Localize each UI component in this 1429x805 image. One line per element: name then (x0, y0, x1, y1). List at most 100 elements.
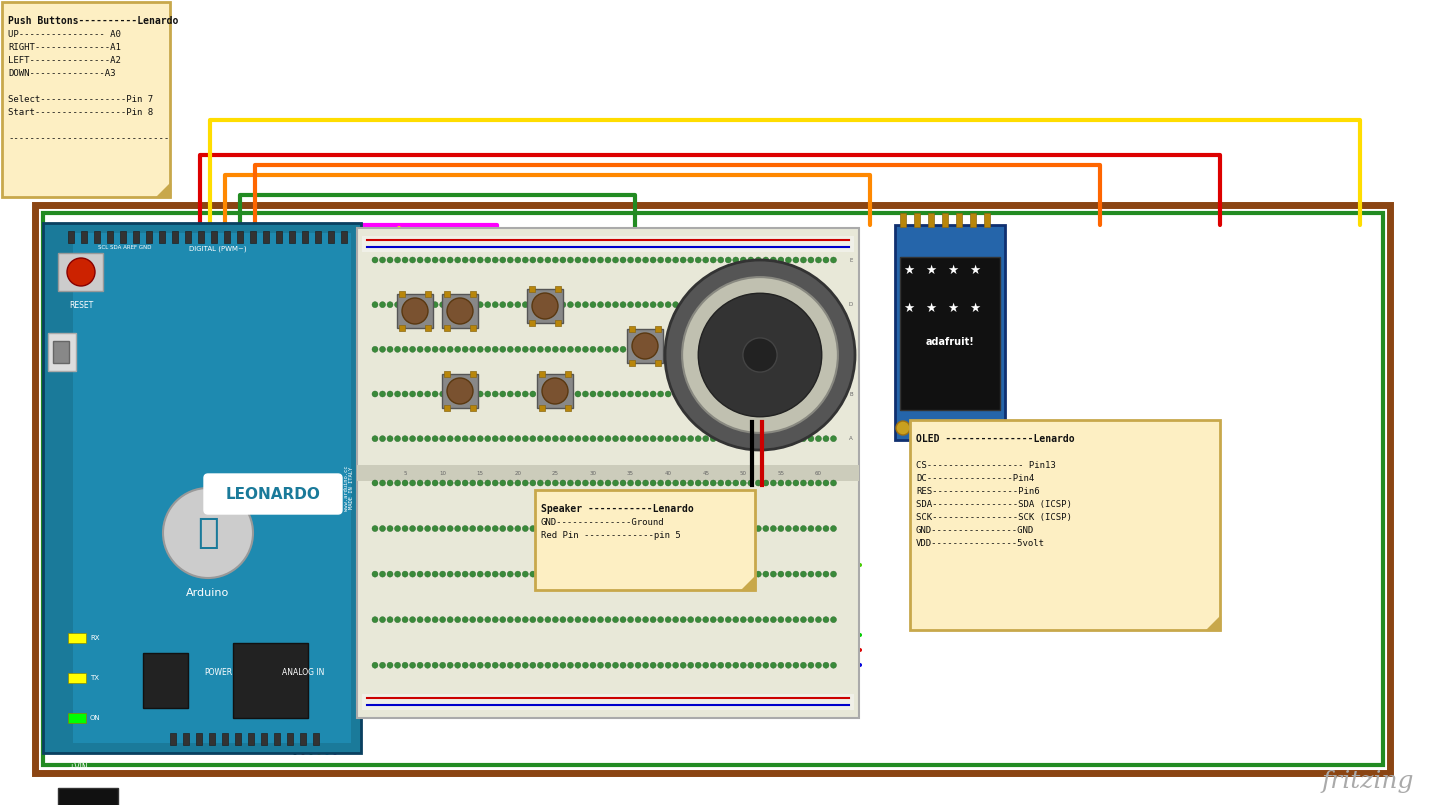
Circle shape (567, 526, 573, 531)
Circle shape (574, 526, 582, 531)
Polygon shape (1206, 616, 1220, 630)
Circle shape (694, 257, 702, 263)
Circle shape (402, 436, 409, 442)
Bar (397, 294, 433, 328)
Circle shape (440, 571, 446, 577)
Circle shape (574, 617, 582, 622)
Circle shape (717, 436, 723, 442)
Circle shape (447, 257, 453, 263)
Circle shape (484, 526, 490, 531)
Circle shape (726, 571, 732, 577)
Circle shape (990, 421, 1005, 435)
Circle shape (740, 480, 746, 486)
Circle shape (424, 436, 430, 442)
Circle shape (507, 663, 513, 668)
Circle shape (574, 346, 582, 353)
Circle shape (537, 346, 543, 353)
Circle shape (523, 480, 529, 486)
Bar (199, 231, 204, 243)
Circle shape (717, 302, 723, 308)
Bar (362, 694, 855, 710)
Circle shape (514, 436, 520, 442)
Circle shape (410, 391, 416, 397)
Circle shape (694, 571, 702, 577)
Circle shape (807, 346, 815, 353)
Circle shape (500, 571, 506, 577)
Circle shape (747, 571, 755, 577)
Circle shape (800, 436, 806, 442)
Circle shape (372, 480, 379, 486)
Circle shape (726, 346, 732, 353)
Circle shape (447, 663, 453, 668)
Circle shape (492, 526, 499, 531)
Circle shape (657, 480, 663, 486)
Circle shape (402, 480, 409, 486)
Circle shape (634, 391, 642, 397)
Circle shape (560, 346, 566, 353)
Bar (470, 371, 476, 377)
Circle shape (492, 346, 499, 353)
Text: Arduino: Arduino (186, 588, 230, 598)
Circle shape (756, 257, 762, 263)
Circle shape (544, 257, 550, 263)
Circle shape (567, 480, 573, 486)
Bar (313, 733, 319, 745)
Circle shape (726, 663, 732, 668)
Circle shape (477, 571, 483, 577)
Circle shape (703, 302, 709, 308)
Circle shape (454, 663, 460, 668)
Circle shape (807, 436, 815, 442)
Circle shape (454, 391, 460, 397)
Circle shape (620, 526, 626, 531)
Bar (146, 231, 151, 243)
Circle shape (740, 436, 746, 442)
Circle shape (590, 346, 596, 353)
Circle shape (604, 663, 612, 668)
Circle shape (514, 526, 520, 531)
Circle shape (454, 436, 460, 442)
Circle shape (687, 480, 693, 486)
Circle shape (590, 302, 596, 308)
Circle shape (740, 571, 746, 577)
Circle shape (634, 257, 642, 263)
Circle shape (410, 302, 416, 308)
Circle shape (387, 346, 393, 353)
Circle shape (816, 663, 822, 668)
Circle shape (673, 571, 679, 577)
Circle shape (823, 480, 829, 486)
Circle shape (492, 391, 499, 397)
Circle shape (763, 663, 769, 668)
Circle shape (500, 617, 506, 622)
Circle shape (703, 436, 709, 442)
Circle shape (424, 257, 430, 263)
Circle shape (703, 391, 709, 397)
Circle shape (807, 257, 815, 263)
Circle shape (402, 571, 409, 577)
Circle shape (777, 436, 785, 442)
Circle shape (440, 257, 446, 263)
Circle shape (747, 526, 755, 531)
Circle shape (613, 346, 619, 353)
Circle shape (567, 663, 573, 668)
Circle shape (673, 617, 679, 622)
Circle shape (590, 436, 596, 442)
Circle shape (454, 257, 460, 263)
Circle shape (777, 480, 785, 486)
Circle shape (432, 346, 439, 353)
Circle shape (747, 663, 755, 668)
Bar (554, 286, 562, 292)
Text: GND----------------GND: GND----------------GND (916, 526, 1035, 535)
Circle shape (560, 302, 566, 308)
Circle shape (710, 617, 716, 622)
Circle shape (830, 391, 836, 397)
Circle shape (694, 302, 702, 308)
Circle shape (583, 526, 589, 531)
Text: 10: 10 (439, 470, 446, 476)
Circle shape (699, 293, 822, 417)
Circle shape (632, 333, 657, 359)
Text: ★: ★ (969, 302, 980, 315)
Circle shape (394, 346, 400, 353)
Circle shape (484, 257, 490, 263)
Circle shape (380, 346, 386, 353)
Circle shape (740, 617, 746, 622)
